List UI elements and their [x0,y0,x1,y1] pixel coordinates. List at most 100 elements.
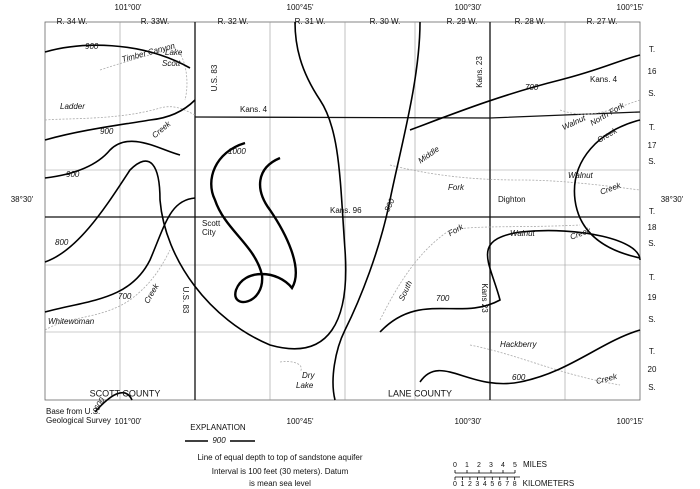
stream: Creek [569,225,593,241]
township: T. [649,45,655,54]
place: Scott [202,219,221,228]
road-label: Kans. 23 [475,56,484,88]
scale-number: 3 [475,481,479,488]
contours [44,21,641,413]
longitude: 100°45' [287,3,314,12]
road-label: U.S. 83 [181,287,190,314]
township: S. [648,383,656,392]
place: Lake [296,381,314,390]
stream: Creek [142,281,161,305]
scale-number: 8 [513,481,517,488]
scale-bar [455,472,520,478]
contour-label: 700 [436,294,450,303]
range: R. 30 W. [370,17,401,26]
latitude: 38°30' [661,195,684,204]
longitude: 100°30' [455,3,482,12]
contour-label: 700 [525,83,539,92]
section-lines [45,22,640,400]
longitude: 101°00' [115,3,142,12]
range: R. 31 W. [295,17,326,26]
township: 16 [648,67,657,76]
place: Dry [302,371,315,380]
township: 18 [648,223,657,232]
county: SCOTT COUNTY [90,388,161,398]
scale-number: 5 [513,462,517,469]
stream: Whitewoman [48,317,95,326]
explanation-title: EXPLANATION [190,423,246,432]
contour-label: 900 [100,127,114,136]
stream: Walnut [568,171,594,180]
stream: Fork [448,183,465,192]
contour-label: 800 [383,197,397,213]
township: S. [648,239,656,248]
scale-number: 4 [501,462,505,469]
longitude: 100°30' [455,417,482,426]
longitude: 101°00' [115,417,142,426]
base-note: Base from U.S. [46,407,100,416]
range: R. 34 W. [57,17,88,26]
latitude: 38°30' [11,195,34,204]
longitude: 100°15' [617,3,644,12]
scale-number: 6 [498,481,502,488]
stream: Fork [446,222,465,238]
range: R. 33W. [141,17,169,26]
contour-label: 700 [118,292,132,301]
legend-label: 900 [212,436,226,445]
scale-number: 1 [461,481,465,488]
range: R. 28 W. [515,17,546,26]
road-label: Kans. 4 [240,105,268,114]
township: 20 [648,365,657,374]
township: 19 [648,293,657,302]
scale-number: 2 [477,462,481,469]
road-label: U.S. 83 [210,64,219,91]
stream: Middle [416,144,441,165]
stream: Scott [162,59,181,68]
scale-number: 3 [489,462,493,469]
township: S. [648,157,656,166]
stream: Walnut [510,229,536,238]
township: S. [648,89,656,98]
stream: Creek [599,180,623,196]
labels: 101°00' 100°45' 100°30' 100°15' 101°00' … [11,3,684,488]
township: T. [649,273,655,282]
base-note: Geological Survey [46,416,111,425]
road-label: Kans. 96 [330,206,362,215]
stream: Lake [165,48,183,57]
road-label: Kans 23 [480,283,489,313]
explanation-text: Interval is 100 feet (30 meters). Datum [212,467,349,476]
road-label: Kans. 4 [590,75,618,84]
scale-unit: KILOMETERS [523,479,575,488]
range: R. 29 W. [447,17,478,26]
scale-number: 4 [483,481,487,488]
contour-label: 900 [66,170,80,179]
township: T. [649,347,655,356]
explanation-text: Line of equal depth to top of sandstone … [197,453,362,462]
scale-number: 5 [490,481,494,488]
county: LANE COUNTY [388,388,452,398]
stream: South [397,279,414,302]
longitude: 100°15' [617,417,644,426]
explanation-text: is mean sea level [249,479,311,488]
township: 17 [648,141,657,150]
contour-label: 1000 [228,147,246,156]
longitude: 100°45' [287,417,314,426]
scale-number: 0 [453,462,457,469]
range: R. 27 W. [587,17,618,26]
township: S. [648,315,656,324]
stream: Hackberry [500,340,537,349]
contour-label: 800 [55,238,69,247]
scale-number: 0 [453,481,457,488]
streams [44,47,641,386]
contour-label: 600 [512,373,526,382]
place: Dighton [498,195,526,204]
township: T. [649,207,655,216]
scale-unit: MILES [523,460,547,469]
range: R. 32 W. [218,17,249,26]
stream: Ladder [60,102,85,111]
scale-number: 2 [468,481,472,488]
place: City [202,228,216,237]
scale-number: 1 [465,462,469,469]
stream: Creek [150,119,173,140]
